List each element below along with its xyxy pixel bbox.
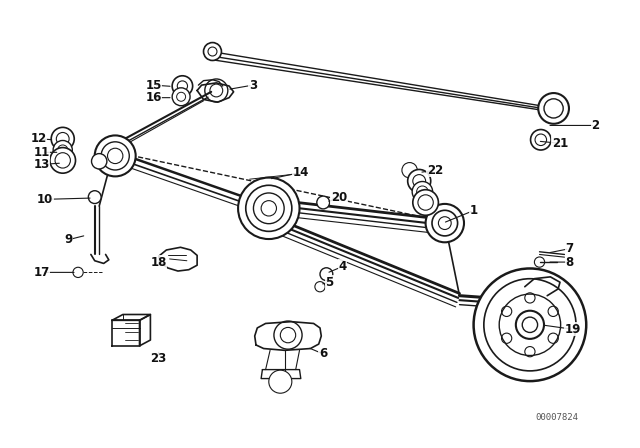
Text: 13: 13 xyxy=(33,158,50,171)
Circle shape xyxy=(92,154,107,169)
Text: 4: 4 xyxy=(339,260,346,273)
Text: 7: 7 xyxy=(566,242,573,255)
Text: 22: 22 xyxy=(427,164,444,177)
Text: 9: 9 xyxy=(65,233,72,246)
Circle shape xyxy=(95,135,136,177)
Text: 21: 21 xyxy=(552,137,568,150)
Circle shape xyxy=(320,268,333,280)
Text: 11: 11 xyxy=(33,146,50,159)
Text: 12: 12 xyxy=(30,132,47,146)
Circle shape xyxy=(413,190,438,215)
Text: 5: 5 xyxy=(326,276,333,289)
Circle shape xyxy=(543,98,563,119)
Text: 18: 18 xyxy=(150,255,167,269)
Circle shape xyxy=(538,93,569,124)
Circle shape xyxy=(88,191,101,203)
Circle shape xyxy=(426,204,464,242)
Circle shape xyxy=(51,127,74,151)
Text: 16: 16 xyxy=(145,91,162,104)
Text: 10: 10 xyxy=(36,193,53,206)
Circle shape xyxy=(50,147,76,173)
Circle shape xyxy=(204,43,221,60)
Text: 00007824: 00007824 xyxy=(535,413,579,422)
Text: 20: 20 xyxy=(331,190,348,204)
Text: 14: 14 xyxy=(292,166,309,179)
Circle shape xyxy=(53,141,72,159)
Circle shape xyxy=(269,370,292,393)
Text: 19: 19 xyxy=(564,323,581,336)
Circle shape xyxy=(474,268,586,381)
Text: 17: 17 xyxy=(33,266,50,279)
Text: 3: 3 xyxy=(249,78,257,92)
Text: 6: 6 xyxy=(319,347,327,361)
Circle shape xyxy=(315,282,325,292)
Circle shape xyxy=(73,267,83,277)
Circle shape xyxy=(172,76,193,96)
Circle shape xyxy=(402,163,417,178)
Circle shape xyxy=(531,129,551,150)
Text: 1: 1 xyxy=(470,204,477,217)
Circle shape xyxy=(412,181,433,202)
Text: 8: 8 xyxy=(566,255,573,269)
Text: 2: 2 xyxy=(591,119,599,132)
Circle shape xyxy=(317,196,330,209)
Text: 15: 15 xyxy=(145,78,162,92)
Circle shape xyxy=(408,169,431,193)
Text: 23: 23 xyxy=(150,352,167,365)
Circle shape xyxy=(172,88,190,106)
Circle shape xyxy=(238,177,300,239)
